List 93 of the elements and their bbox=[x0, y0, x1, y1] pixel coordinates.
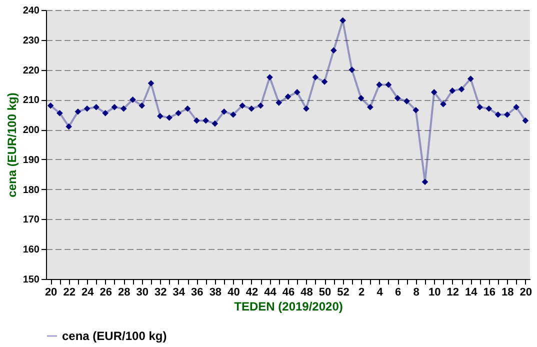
point bbox=[66, 123, 72, 130]
point bbox=[476, 104, 483, 110]
x-tick-label: 14 bbox=[465, 286, 478, 298]
point bbox=[404, 98, 410, 104]
point bbox=[494, 111, 502, 118]
y-tick-label: 180 bbox=[22, 184, 40, 196]
point bbox=[102, 110, 109, 116]
point bbox=[239, 102, 246, 109]
point bbox=[504, 111, 510, 118]
point bbox=[93, 104, 100, 110]
point bbox=[248, 105, 255, 112]
y-tick-label: 160 bbox=[22, 244, 40, 256]
point bbox=[513, 104, 520, 110]
point bbox=[148, 80, 154, 86]
x-tick-label: 10 bbox=[428, 286, 441, 298]
x-tick-label: 34 bbox=[172, 286, 186, 298]
point bbox=[467, 76, 474, 82]
x-tick-label: 28 bbox=[118, 286, 130, 298]
point bbox=[84, 105, 90, 112]
x-axis-title: TEDEN (2019/2020) bbox=[234, 300, 343, 314]
point bbox=[412, 106, 420, 114]
point bbox=[111, 104, 118, 110]
point bbox=[194, 117, 200, 124]
point bbox=[376, 82, 382, 88]
x-tick-label: 30 bbox=[136, 286, 149, 298]
point bbox=[321, 78, 328, 85]
x-tick-label: 18 bbox=[502, 286, 514, 298]
point bbox=[385, 82, 392, 88]
point bbox=[184, 105, 191, 112]
x-tick-label: 12 bbox=[446, 286, 459, 298]
y-tick-label: 230 bbox=[22, 35, 40, 46]
point bbox=[166, 114, 172, 121]
x-tick-label: 36 bbox=[191, 286, 204, 298]
point bbox=[422, 178, 428, 186]
x-tick-label: 24 bbox=[81, 286, 95, 298]
point bbox=[522, 117, 529, 124]
point bbox=[449, 88, 456, 94]
point bbox=[284, 94, 292, 100]
point bbox=[348, 66, 356, 73]
point bbox=[294, 89, 300, 96]
point bbox=[120, 105, 127, 112]
point bbox=[202, 117, 209, 124]
point bbox=[458, 86, 465, 92]
point bbox=[440, 100, 446, 108]
point bbox=[430, 89, 438, 96]
x-tick-label: 46 bbox=[282, 286, 295, 298]
point bbox=[330, 47, 337, 54]
y-tick-label: 150 bbox=[22, 274, 40, 286]
x-tick-label: 4 bbox=[376, 286, 384, 298]
x-tick-label: 2 bbox=[358, 286, 365, 298]
y-tick-label: 240 bbox=[22, 6, 40, 16]
x-tick-label: 20 bbox=[44, 286, 58, 298]
y-tick-label: 210 bbox=[22, 95, 40, 106]
point bbox=[130, 96, 136, 103]
x-tick-label: 44 bbox=[264, 286, 278, 298]
x-tick-label: 48 bbox=[300, 286, 313, 298]
y-tick-label: 220 bbox=[22, 65, 40, 76]
point bbox=[312, 74, 319, 80]
x-tick-label: 26 bbox=[100, 286, 112, 298]
point bbox=[486, 105, 492, 112]
point bbox=[367, 104, 374, 110]
point bbox=[212, 120, 218, 127]
point bbox=[56, 110, 63, 116]
x-tick-label: 42 bbox=[246, 286, 258, 298]
y-tick-label: 200 bbox=[22, 125, 40, 136]
point bbox=[47, 102, 54, 109]
point bbox=[358, 95, 364, 102]
point bbox=[394, 95, 401, 102]
point bbox=[138, 102, 146, 109]
point bbox=[276, 99, 282, 106]
x-tick-label: 40 bbox=[228, 286, 240, 298]
point bbox=[220, 108, 228, 115]
x-tick-label: 22 bbox=[63, 286, 76, 298]
x-tick-label: 52 bbox=[337, 286, 350, 298]
y-tick-label: 170 bbox=[22, 214, 40, 226]
point bbox=[74, 108, 82, 115]
legend-label: cena (EUR/100 kg) bbox=[62, 329, 167, 343]
x-tick-label: 16 bbox=[483, 286, 496, 298]
x-tick-label: 50 bbox=[318, 286, 332, 298]
point bbox=[266, 74, 273, 80]
x-tick-label: 8 bbox=[413, 286, 420, 298]
x-tick-label: 20 bbox=[520, 286, 532, 298]
x-tick-label: 38 bbox=[209, 286, 222, 298]
point bbox=[175, 110, 182, 116]
point bbox=[340, 17, 346, 24]
x-tick-label: 32 bbox=[154, 286, 167, 298]
point bbox=[257, 102, 264, 109]
point bbox=[156, 112, 164, 120]
y-axis-title: cena (EUR/100 kg) bbox=[4, 92, 19, 198]
point bbox=[303, 105, 310, 112]
y-tick-label: 190 bbox=[22, 154, 40, 166]
point bbox=[230, 111, 236, 118]
x-tick-label: 6 bbox=[395, 286, 402, 298]
